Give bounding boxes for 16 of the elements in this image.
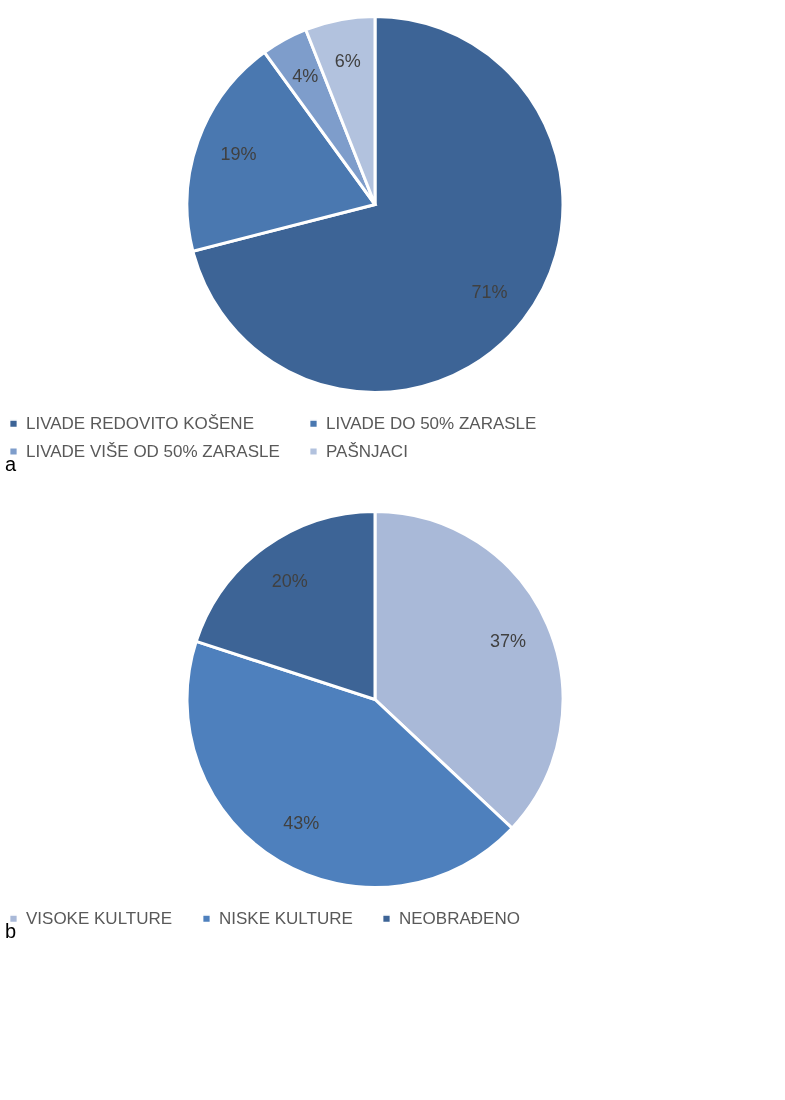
text: a: [5, 453, 17, 475]
legend-label: PAŠNJACI: [326, 441, 408, 461]
legend-label: NEOBRAĐENO: [399, 908, 520, 928]
legend-label: LIVADE DO 50% ZARASLE: [326, 413, 537, 433]
text: b: [5, 920, 17, 942]
data-label: 19%: [220, 144, 257, 165]
data-label: 43%: [283, 813, 320, 834]
data-label: 4%: [292, 66, 319, 87]
data-label: 37%: [490, 630, 527, 651]
legend-label: LIVADE VIŠE OD 50% ZARASLE: [26, 441, 280, 461]
data-label: 20%: [271, 571, 308, 592]
data-label: 71%: [471, 282, 508, 303]
legend-label: LIVADE REDOVITO KOŠENE: [26, 413, 254, 433]
data-label: 6%: [334, 51, 361, 72]
legend-label: VISOKE KULTURE: [26, 908, 173, 928]
legend-label: NISKE KULTURE: [219, 908, 353, 928]
